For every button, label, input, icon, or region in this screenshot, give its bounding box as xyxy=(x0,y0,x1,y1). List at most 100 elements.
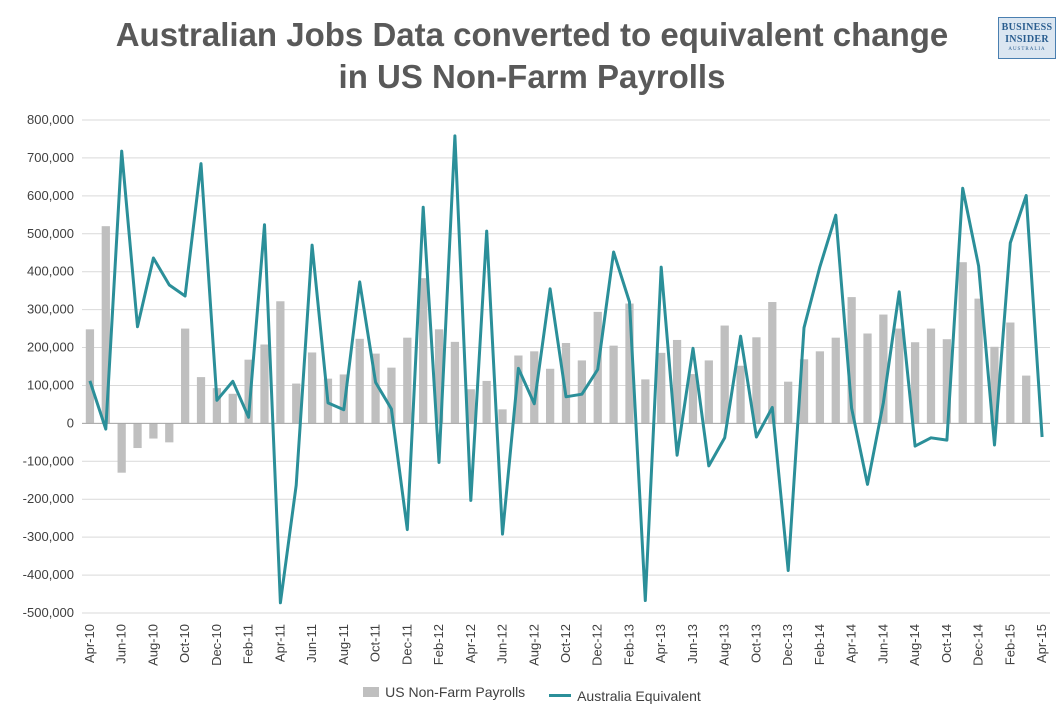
bar-us-payrolls xyxy=(514,355,523,424)
bar-us-payrolls xyxy=(546,368,555,424)
y-tick-label: -400,000 xyxy=(23,567,74,582)
bar-us-payrolls xyxy=(609,345,618,424)
bar-us-payrolls xyxy=(292,383,301,424)
x-tick-label: Aug-12 xyxy=(526,624,541,666)
bar-us-payrolls xyxy=(196,377,206,424)
legend-entry-australia: Australia Equivalent xyxy=(549,688,701,704)
x-tick-label: Jun-10 xyxy=(114,624,129,664)
bar-us-payrolls xyxy=(895,328,904,424)
bar-us-payrolls xyxy=(371,353,380,424)
x-tick-label: Feb-14 xyxy=(812,624,827,665)
x-tick-label: Apr-15 xyxy=(1034,624,1049,663)
line-australia-equivalent xyxy=(88,134,1044,605)
bar-us-payrolls xyxy=(799,359,809,424)
bar-us-payrolls xyxy=(974,298,983,424)
y-tick-label: 700,000 xyxy=(27,150,74,165)
bar-us-payrolls xyxy=(450,341,460,424)
bar-us-payrolls xyxy=(926,328,936,424)
x-tick-label: Apr-11 xyxy=(272,624,287,662)
bar-us-payrolls xyxy=(530,351,539,424)
x-tick-label: Dec-14 xyxy=(971,624,986,666)
logo-line-2: INSIDER xyxy=(1005,34,1049,45)
x-tick-label: Apr-12 xyxy=(463,624,478,663)
bar-us-payrolls xyxy=(847,297,856,424)
bar-us-payrolls xyxy=(212,388,222,424)
x-tick-label: Apr-10 xyxy=(82,624,97,663)
logo-line-1: BUSINESS xyxy=(1001,22,1053,33)
bar-us-payrolls xyxy=(831,337,840,424)
bar-us-payrolls xyxy=(752,337,761,424)
chart-plot-area: 800,000 700,000 600,000 500,000 400,000 300,0… xyxy=(23,112,1050,666)
legend-swatch-line xyxy=(549,694,572,697)
x-tick-label: Feb-15 xyxy=(1002,624,1017,665)
bar-us-payrolls xyxy=(403,337,412,424)
bar-us-payrolls xyxy=(942,339,951,424)
y-tick-label: 100,000 xyxy=(27,377,74,392)
bar-us-payrolls xyxy=(561,342,571,424)
x-tick-label: Feb-12 xyxy=(431,624,446,665)
bar-us-payrolls xyxy=(720,325,729,424)
bar-us-payrolls xyxy=(228,393,237,424)
x-tick-label: Aug-10 xyxy=(145,624,160,666)
bar-us-payrolls xyxy=(244,359,253,424)
bar-us-payrolls xyxy=(784,381,793,424)
bar-us-payrolls xyxy=(990,346,999,424)
y-tick-label: 200,000 xyxy=(27,340,74,355)
bar-us-payrolls xyxy=(910,342,920,424)
bar-us-payrolls xyxy=(387,367,396,424)
y-tick-label: -200,000 xyxy=(23,491,74,506)
x-tick-label: Feb-11 xyxy=(241,624,256,664)
bar-us-payrolls xyxy=(117,423,126,473)
bar-us-payrolls xyxy=(768,302,777,424)
y-tick-label: 500,000 xyxy=(27,226,74,241)
bar-us-payrolls xyxy=(133,423,142,449)
bar-us-payrolls xyxy=(434,329,444,424)
bar-us-payrolls xyxy=(657,352,666,424)
bar-us-payrolls xyxy=(276,301,285,424)
x-tick-label: Aug-14 xyxy=(907,624,922,666)
y-tick-label: 300,000 xyxy=(27,302,74,317)
x-tick-label: Dec-13 xyxy=(780,624,795,666)
x-tick-label: Oct-10 xyxy=(177,624,192,663)
y-tick-label: -500,000 xyxy=(23,605,74,620)
bar-us-payrolls xyxy=(879,314,888,424)
bar-us-payrolls xyxy=(815,351,825,424)
bar-us-payrolls xyxy=(165,423,174,443)
x-tick-label: Oct-14 xyxy=(939,624,954,663)
y-tick-label: 400,000 xyxy=(27,264,74,279)
x-tick-label: Jun-13 xyxy=(685,624,700,664)
bar-us-payrolls xyxy=(149,423,158,439)
x-tick-label: Apr-14 xyxy=(844,624,859,663)
legend-label-payrolls: US Non-Farm Payrolls xyxy=(385,684,526,700)
bar-us-payrolls xyxy=(704,360,713,424)
bar-us-payrolls xyxy=(85,329,95,424)
bar-us-payrolls xyxy=(419,278,428,424)
bar-us-payrolls xyxy=(181,328,190,424)
bar-us-payrolls xyxy=(355,338,364,424)
legend-entry-payrolls: US Non-Farm Payrolls xyxy=(363,684,525,700)
chart-title-line-2: in US Non-Farm Payrolls xyxy=(338,58,726,95)
x-tick-label: Jun-12 xyxy=(495,624,510,664)
bar-us-payrolls xyxy=(498,409,507,424)
logo-line-3: AUSTRALIA xyxy=(1008,47,1046,52)
bar-us-payrolls xyxy=(625,303,634,424)
x-tick-label: Dec-11 xyxy=(399,624,414,665)
x-tick-label: Aug-13 xyxy=(717,624,732,666)
bar-us-payrolls xyxy=(958,262,967,424)
y-tick-label: 0 xyxy=(67,415,74,430)
bar-us-payrolls xyxy=(1006,322,1015,424)
x-tick-label: Dec-12 xyxy=(590,624,605,666)
x-tick-label: Dec-10 xyxy=(209,624,224,666)
bar-us-payrolls xyxy=(736,365,745,424)
x-tick-label: Oct-12 xyxy=(558,624,573,663)
x-tick-label: Feb-13 xyxy=(621,624,636,665)
bar-us-payrolls xyxy=(307,352,317,424)
bar-us-payrolls xyxy=(260,344,269,424)
bar-us-payrolls xyxy=(863,333,872,424)
x-tick-label: Oct-11 xyxy=(368,624,383,662)
bar-us-payrolls xyxy=(101,226,110,424)
x-tick-label: Jun-11 xyxy=(304,624,319,663)
x-tick-label: Apr-13 xyxy=(653,624,668,663)
bar-us-payrolls xyxy=(688,374,698,424)
y-tick-label: -100,000 xyxy=(23,453,74,468)
